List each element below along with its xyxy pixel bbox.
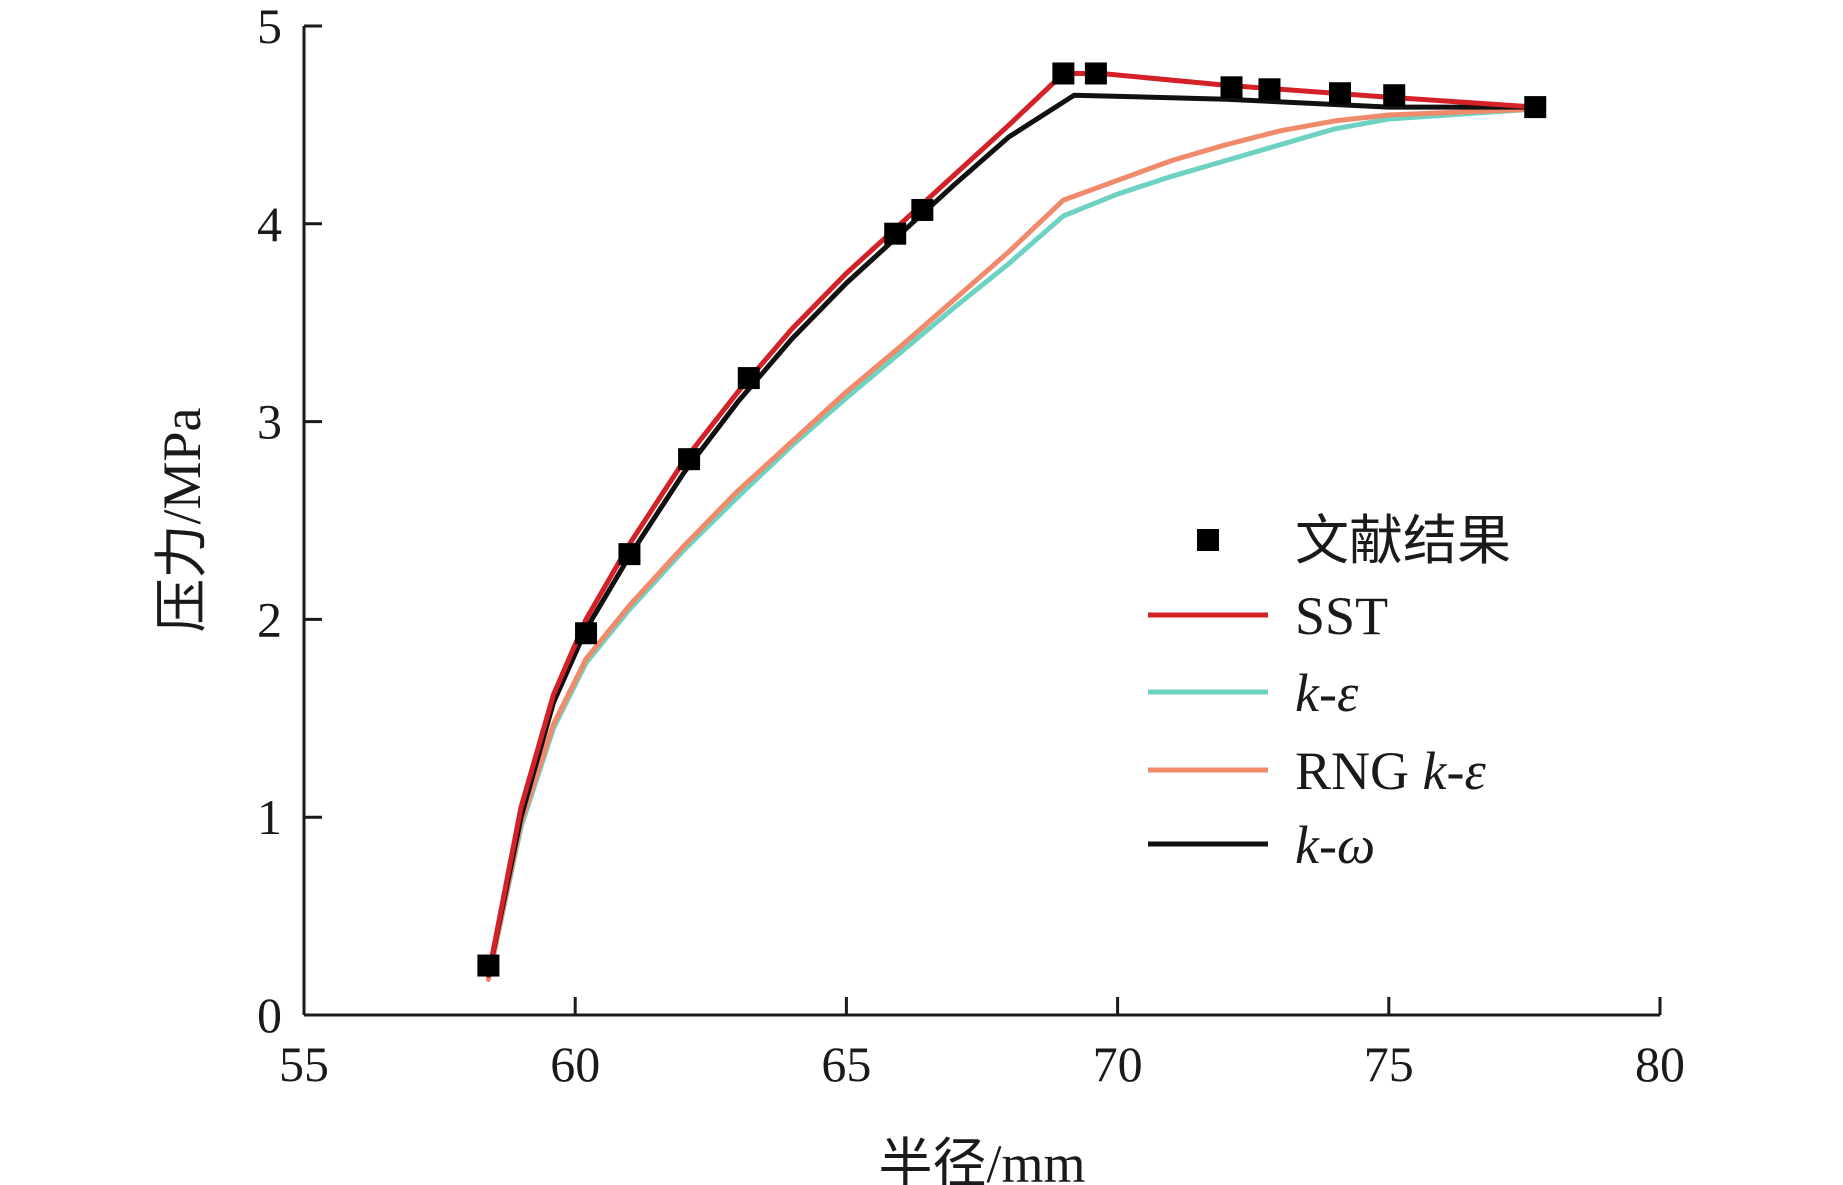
data-point bbox=[884, 222, 907, 245]
legend-label-3: k-ω bbox=[1295, 815, 1375, 875]
legend-label-scatter: 文献结果 bbox=[1295, 511, 1511, 571]
x-tick-label: 60 bbox=[550, 1036, 600, 1092]
data-point bbox=[678, 448, 701, 471]
data-point bbox=[1258, 78, 1281, 101]
y-tick-label: 4 bbox=[257, 196, 282, 252]
series-line-2 bbox=[485, 106, 1538, 982]
data-point bbox=[477, 954, 500, 977]
data-point bbox=[1220, 76, 1243, 99]
axes bbox=[302, 26, 1660, 1017]
series-lines bbox=[485, 71, 1538, 982]
x-tick-label: 65 bbox=[821, 1036, 871, 1092]
scatter-markers bbox=[477, 62, 1547, 977]
data-point bbox=[1084, 62, 1107, 85]
data-point bbox=[1383, 84, 1406, 107]
legend: 文献结果 SST k-ε RNG k-ε k-ω bbox=[1148, 511, 1511, 875]
data-point bbox=[618, 543, 641, 566]
y-tick-label: 1 bbox=[257, 789, 282, 845]
data-point bbox=[911, 198, 934, 221]
legend-label-1: k-ε bbox=[1295, 663, 1359, 723]
axis-ticks: 55 60 65 70 75 80 0 1 2 3 4 5 bbox=[257, 0, 1685, 1092]
series-line-0 bbox=[485, 71, 1538, 978]
x-axis-title: 半径/mm bbox=[878, 1134, 1085, 1185]
y-tick-label: 3 bbox=[257, 394, 282, 450]
x-tick-label: 75 bbox=[1364, 1036, 1414, 1092]
y-tick-label: 2 bbox=[257, 591, 282, 647]
legend-label-0: SST bbox=[1295, 586, 1388, 646]
legend-marker-square bbox=[1197, 529, 1219, 551]
data-point bbox=[737, 367, 760, 390]
y-tick-label: 5 bbox=[257, 0, 282, 54]
data-point bbox=[575, 622, 598, 645]
x-tick-label: 80 bbox=[1635, 1036, 1685, 1092]
x-tick-label: 70 bbox=[1093, 1036, 1143, 1092]
legend-label-2: RNG k-ε bbox=[1295, 741, 1486, 801]
y-tick-label: 0 bbox=[257, 987, 282, 1043]
data-point bbox=[1524, 96, 1547, 119]
y-axis-title: 压力/MPa bbox=[152, 407, 212, 632]
x-tick-label: 55 bbox=[279, 1036, 329, 1092]
data-point bbox=[1328, 82, 1351, 105]
data-point bbox=[1052, 62, 1075, 85]
series-line-3 bbox=[485, 92, 1538, 978]
